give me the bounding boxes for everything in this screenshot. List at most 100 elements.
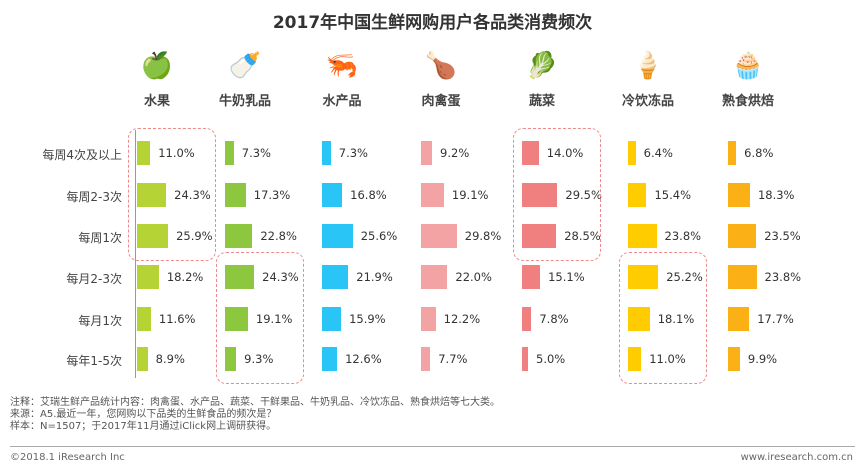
bar: [628, 141, 636, 165]
data-label: 11.0%: [158, 146, 195, 160]
category-header: 🥬 蔬菜: [497, 44, 587, 109]
data-label: 21.9%: [356, 270, 393, 284]
category-label: 水果: [143, 94, 170, 109]
bar: [421, 307, 436, 331]
data-label: 25.9%: [176, 229, 213, 243]
cupcake-icon: 🧁: [731, 51, 765, 81]
bar: [522, 183, 558, 207]
bar: [322, 307, 342, 331]
notes: 注释：艾瑞生鲜产品统计内容：肉禽蛋、水产品、蔬菜、干鲜果品、牛奶乳品、冷饮冻品、…: [10, 397, 500, 433]
data-label: 28.5%: [564, 229, 601, 243]
bar: [225, 224, 253, 248]
data-label: 29.5%: [565, 188, 602, 202]
bar: [728, 141, 737, 165]
note-line: 注释：艾瑞生鲜产品统计内容：肉禽蛋、水产品、蔬菜、干鲜果品、牛奶乳品、冷饮冻品、…: [10, 397, 500, 408]
bar: [225, 141, 234, 165]
category-header: 🍏 水果: [112, 44, 202, 109]
data-label: 18.3%: [757, 188, 795, 202]
data-label: 7.7%: [438, 352, 468, 366]
data-label: 17.7%: [757, 312, 794, 326]
bar: [225, 347, 237, 371]
data-label: 7.3%: [241, 146, 271, 160]
highlight-box: [128, 128, 216, 261]
bar: [137, 183, 167, 207]
category-label: 水产品: [322, 94, 362, 109]
bar: [522, 141, 539, 165]
copyright: ©2018.1 iResearch Inc: [10, 452, 125, 463]
popsicle-icon: 🍦: [631, 51, 665, 81]
bar: [421, 224, 457, 248]
data-label: 25.6%: [360, 229, 398, 243]
data-label: 14.0%: [546, 146, 584, 160]
highlight-box: [619, 252, 707, 384]
apple-icon: 🍏: [140, 51, 174, 81]
bar: [628, 307, 650, 331]
data-label: 23.8%: [764, 270, 802, 284]
bar: [225, 265, 255, 289]
data-label: 29.8%: [464, 229, 502, 243]
category-label: 肉禽蛋: [421, 94, 461, 109]
bar: [522, 307, 532, 331]
vegetable-icon: 🥬: [525, 51, 559, 81]
data-label: 7.3%: [338, 146, 368, 160]
data-label: 19.1%: [451, 188, 489, 202]
bar: [522, 347, 528, 371]
bar: [225, 307, 248, 331]
row-label: 每周4次及以上: [42, 148, 122, 162]
source-line: 来源：A5.最近一年，您网购以下品类的生鲜食品的频次是？: [10, 409, 277, 420]
data-label: 9.3%: [244, 352, 274, 366]
highlight-box: [513, 128, 601, 261]
row-label: 每周2-3次: [66, 190, 122, 204]
data-label: 15.9%: [349, 312, 386, 326]
data-label: 17.3%: [253, 188, 291, 202]
category-header: 🍗 肉禽蛋: [396, 44, 486, 109]
bar: [628, 347, 642, 371]
category-label: 蔬菜: [528, 94, 555, 109]
data-label: 18.2%: [166, 270, 204, 284]
bar: [522, 265, 541, 289]
row-label: 每年1-5次: [66, 354, 122, 368]
data-label: 8.9%: [155, 352, 185, 366]
data-label: 7.8%: [539, 312, 569, 326]
bar: [137, 307, 151, 331]
data-label: 23.5%: [764, 229, 801, 243]
bar: [728, 265, 757, 289]
roast-chicken-icon: 🍗: [424, 51, 458, 81]
data-label: 15.4%: [654, 188, 692, 202]
bar: [137, 141, 151, 165]
bar: [628, 265, 659, 289]
data-label: 24.3%: [262, 270, 299, 284]
data-label: 19.1%: [255, 312, 293, 326]
data-label: 18.1%: [657, 312, 695, 326]
category-label: 熟食烘焙: [721, 94, 774, 109]
bar: [322, 224, 353, 248]
website: www.iresearch.com.cn: [740, 452, 853, 463]
bar: [728, 347, 740, 371]
milk-bottle-icon: 🍼: [228, 51, 262, 81]
data-label: 24.3%: [174, 188, 211, 202]
category-header: 🧁 熟食烘焙: [703, 44, 793, 109]
bar: [421, 141, 433, 165]
chart-title: 2017年中国生鲜网购用户各品类消费频次: [272, 13, 593, 33]
category-label: 牛奶乳品: [218, 94, 271, 109]
bar: [421, 183, 444, 207]
bar: [628, 183, 647, 207]
bar: [728, 307, 750, 331]
data-label: 22.0%: [455, 270, 492, 284]
bar: [137, 224, 169, 248]
highlight-box: [216, 252, 304, 384]
footer-divider: [10, 446, 855, 447]
row-label: 每月2-3次: [66, 272, 122, 286]
category-header: 🍦 冷饮冻品: [603, 44, 693, 109]
bar: [628, 224, 657, 248]
data-label: 25.2%: [666, 270, 703, 284]
data-label: 5.0%: [536, 352, 566, 366]
row-label: 每月1次: [78, 314, 122, 328]
data-label: 12.6%: [345, 352, 382, 366]
bar: [522, 224, 557, 248]
bar: [322, 347, 338, 371]
bar: [421, 347, 431, 371]
data-label: 6.8%: [744, 146, 774, 160]
bar: [728, 224, 757, 248]
